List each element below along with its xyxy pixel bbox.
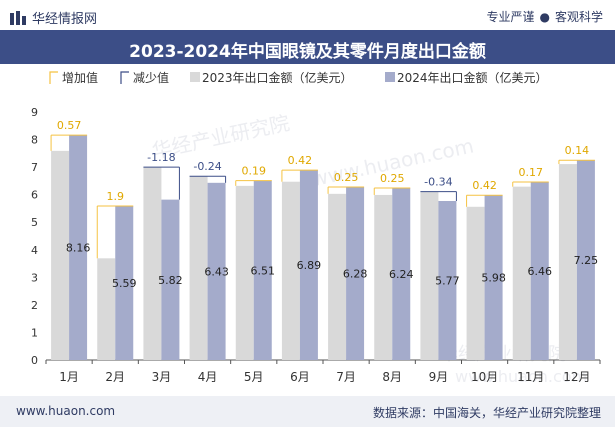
- brand: 华经情报网: [10, 8, 97, 27]
- watermark-4: www.huaon.com: [455, 367, 587, 386]
- bar-2024: [299, 170, 318, 360]
- x-tick-label: 3月: [152, 370, 172, 384]
- change-label: 0.25: [334, 171, 359, 184]
- data-labels: 0.57 1.9 -1.18 -0.24 0.19 0.42 0.25 0.25 -0.34 0.…: [57, 119, 598, 290]
- bar-2023: [235, 185, 254, 360]
- bar-2024: [253, 180, 272, 360]
- bar-2023: [374, 194, 393, 360]
- bar-2024: [392, 188, 411, 360]
- brand-name: 华经情报网: [32, 12, 98, 27]
- legend-label: 2024年出口金额（亿美元）: [397, 70, 548, 85]
- tagline-right: 客观科学: [554, 10, 603, 24]
- change-label: 0.19: [242, 165, 267, 178]
- x-tick-label: 2月: [105, 370, 125, 384]
- x-tick-label: 5月: [244, 370, 264, 384]
- bar-2023: [512, 186, 531, 360]
- x-tick-label: 1月: [59, 370, 79, 384]
- bar-2024: [207, 182, 226, 360]
- y-tick-label: 8: [31, 134, 38, 147]
- x-tick-label: 10月: [471, 370, 498, 384]
- bar-2023: [328, 193, 347, 360]
- value-label: 6.43: [204, 265, 229, 278]
- change-label: 1.9: [107, 190, 125, 203]
- change-label: 0.42: [472, 179, 497, 192]
- bar-2024: [576, 160, 595, 360]
- value-label: 8.16: [66, 242, 91, 255]
- footer-source: 数据来源：中国海关，华经产业研究院整理: [372, 406, 601, 420]
- top-bar: 华经情报网 专业严谨 ● 客观科学: [0, 0, 615, 32]
- x-tick-label: 12月: [563, 370, 590, 384]
- y-tick-label: 6: [31, 189, 38, 202]
- y-tick-label: 4: [31, 244, 38, 257]
- x-tick-label: 11月: [517, 370, 544, 384]
- value-label: 6.24: [389, 268, 414, 281]
- bar-2023: [143, 167, 162, 360]
- value-label: 6.89: [297, 259, 322, 272]
- bar-2023: [558, 164, 577, 360]
- value-label: 6.28: [343, 267, 368, 280]
- value-label: 5.98: [481, 272, 506, 285]
- value-label: 7.25: [574, 254, 599, 267]
- legend-label: 增加值: [62, 70, 98, 85]
- bar-2023: [97, 258, 116, 360]
- footer-url: www.huaon.com: [16, 404, 116, 418]
- change-label: 0.17: [519, 166, 544, 179]
- x-tick-label: 8月: [382, 370, 402, 384]
- y-tick-label: 2: [31, 299, 38, 312]
- bar-2024: [530, 181, 549, 360]
- value-label: 5.82: [158, 274, 183, 287]
- y-tick-label: 0: [31, 354, 38, 367]
- bar-2023: [466, 206, 485, 360]
- chart-title: 2023-2024年中国眼镜及其零件月度出口金额: [129, 42, 486, 62]
- bar-2023: [51, 150, 70, 360]
- change-label: -0.24: [193, 160, 221, 173]
- legend-label: 2023年出口金额（亿美元）: [202, 70, 353, 85]
- legend-s2024-swatch: [385, 72, 395, 82]
- change-markers: [50, 134, 595, 259]
- value-label: 6.51: [251, 264, 276, 277]
- bar-2024: [69, 135, 88, 360]
- legend-label: 减少值: [133, 70, 169, 85]
- value-label: 5.59: [112, 277, 137, 290]
- legend-s2023-swatch: [190, 72, 200, 82]
- tagline-dot-icon: ●: [539, 10, 550, 24]
- y-tick-label: 9: [31, 106, 38, 119]
- chart: 增加值 减少值 2023年出口金额（亿美元） 2024年出口金额（亿美元） 华经产业研…: [31, 70, 601, 386]
- legend: 增加值 减少值 2023年出口金额（亿美元） 2024年出口金额（亿美元）: [49, 70, 548, 85]
- change-label: -0.34: [424, 176, 452, 189]
- x-tick-label: 6月: [290, 370, 310, 384]
- bar-2023: [189, 176, 208, 360]
- tagline: 专业严谨 ● 客观科学: [486, 8, 603, 25]
- title-bar: 2023-2024年中国眼镜及其零件月度出口金额: [0, 30, 615, 64]
- y-tick-label: 3: [31, 271, 38, 284]
- brand-logo-icon: [10, 10, 26, 25]
- change-label: 0.57: [57, 119, 82, 132]
- value-label: 6.46: [528, 265, 553, 278]
- bar-2024: [346, 186, 365, 360]
- y-tick-label: 1: [31, 326, 38, 339]
- x-tick-label: 7月: [336, 370, 356, 384]
- bar-2023: [420, 191, 439, 360]
- bar-2023: [281, 181, 300, 360]
- x-tick-label: 9月: [429, 370, 449, 384]
- change-label: 0.14: [565, 144, 590, 157]
- bar-2024: [438, 201, 457, 360]
- legend-increase-icon: [49, 71, 58, 84]
- y-tick-label: 7: [31, 161, 38, 174]
- change-label: 0.25: [380, 172, 405, 185]
- bars: [51, 135, 595, 360]
- value-label: 5.77: [435, 275, 460, 288]
- legend-decrease-icon: [120, 71, 129, 84]
- x-tick-label: 4月: [198, 370, 218, 384]
- bar-2024: [161, 199, 180, 360]
- y-tick-label: 5: [31, 216, 38, 229]
- change-label: -1.18: [147, 151, 175, 164]
- bar-2024: [115, 205, 134, 360]
- bar-2024: [484, 195, 503, 360]
- axes: 0 1 2 3 4 5 6 7 8 9 1月 2月 3月 4月 5月 6月 7月 8月 9月 10月 11月 12月: [31, 106, 601, 384]
- footer: www.huaon.com 数据来源：中国海关，华经产业研究院整理: [0, 396, 615, 427]
- change-label: 0.42: [288, 154, 313, 167]
- tagline-left: 专业严谨: [486, 10, 535, 24]
